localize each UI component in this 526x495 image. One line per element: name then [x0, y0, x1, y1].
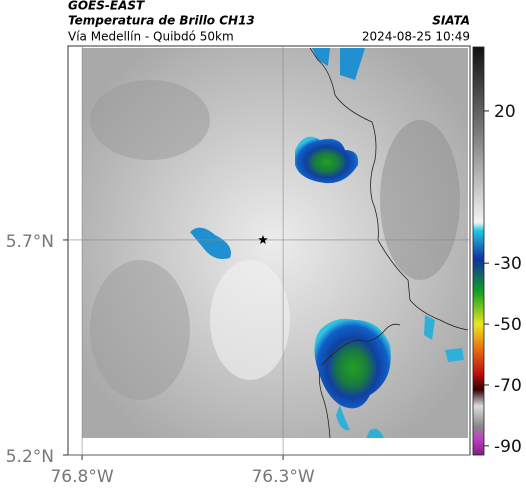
timestamp: 2024-08-25 10:49	[362, 30, 470, 44]
subtitle: Temperatura de Brillo CH13	[68, 14, 255, 28]
lat-tick-label: 5.2°N	[6, 447, 54, 467]
colorbar-tick-label: -50	[494, 315, 522, 335]
caption: Vía Medellín - Quibdó 50km	[68, 30, 234, 44]
source: SIATA	[432, 14, 470, 28]
location-marker	[258, 235, 268, 244]
colorbar-tick-label: -30	[494, 254, 522, 274]
title: GOES-EAST	[68, 0, 145, 13]
lon-tick-label: 76.3°W	[251, 467, 314, 487]
colorbar-tick-label: 20	[494, 102, 516, 122]
satellite-image	[82, 47, 469, 455]
colorbar-tick-label: -90	[494, 437, 522, 457]
lat-tick-label: 5.7°N	[6, 232, 54, 252]
colorbar-tick-label: -70	[494, 376, 522, 396]
lon-tick-label: 76.8°W	[50, 467, 113, 487]
colorbar	[472, 46, 485, 456]
